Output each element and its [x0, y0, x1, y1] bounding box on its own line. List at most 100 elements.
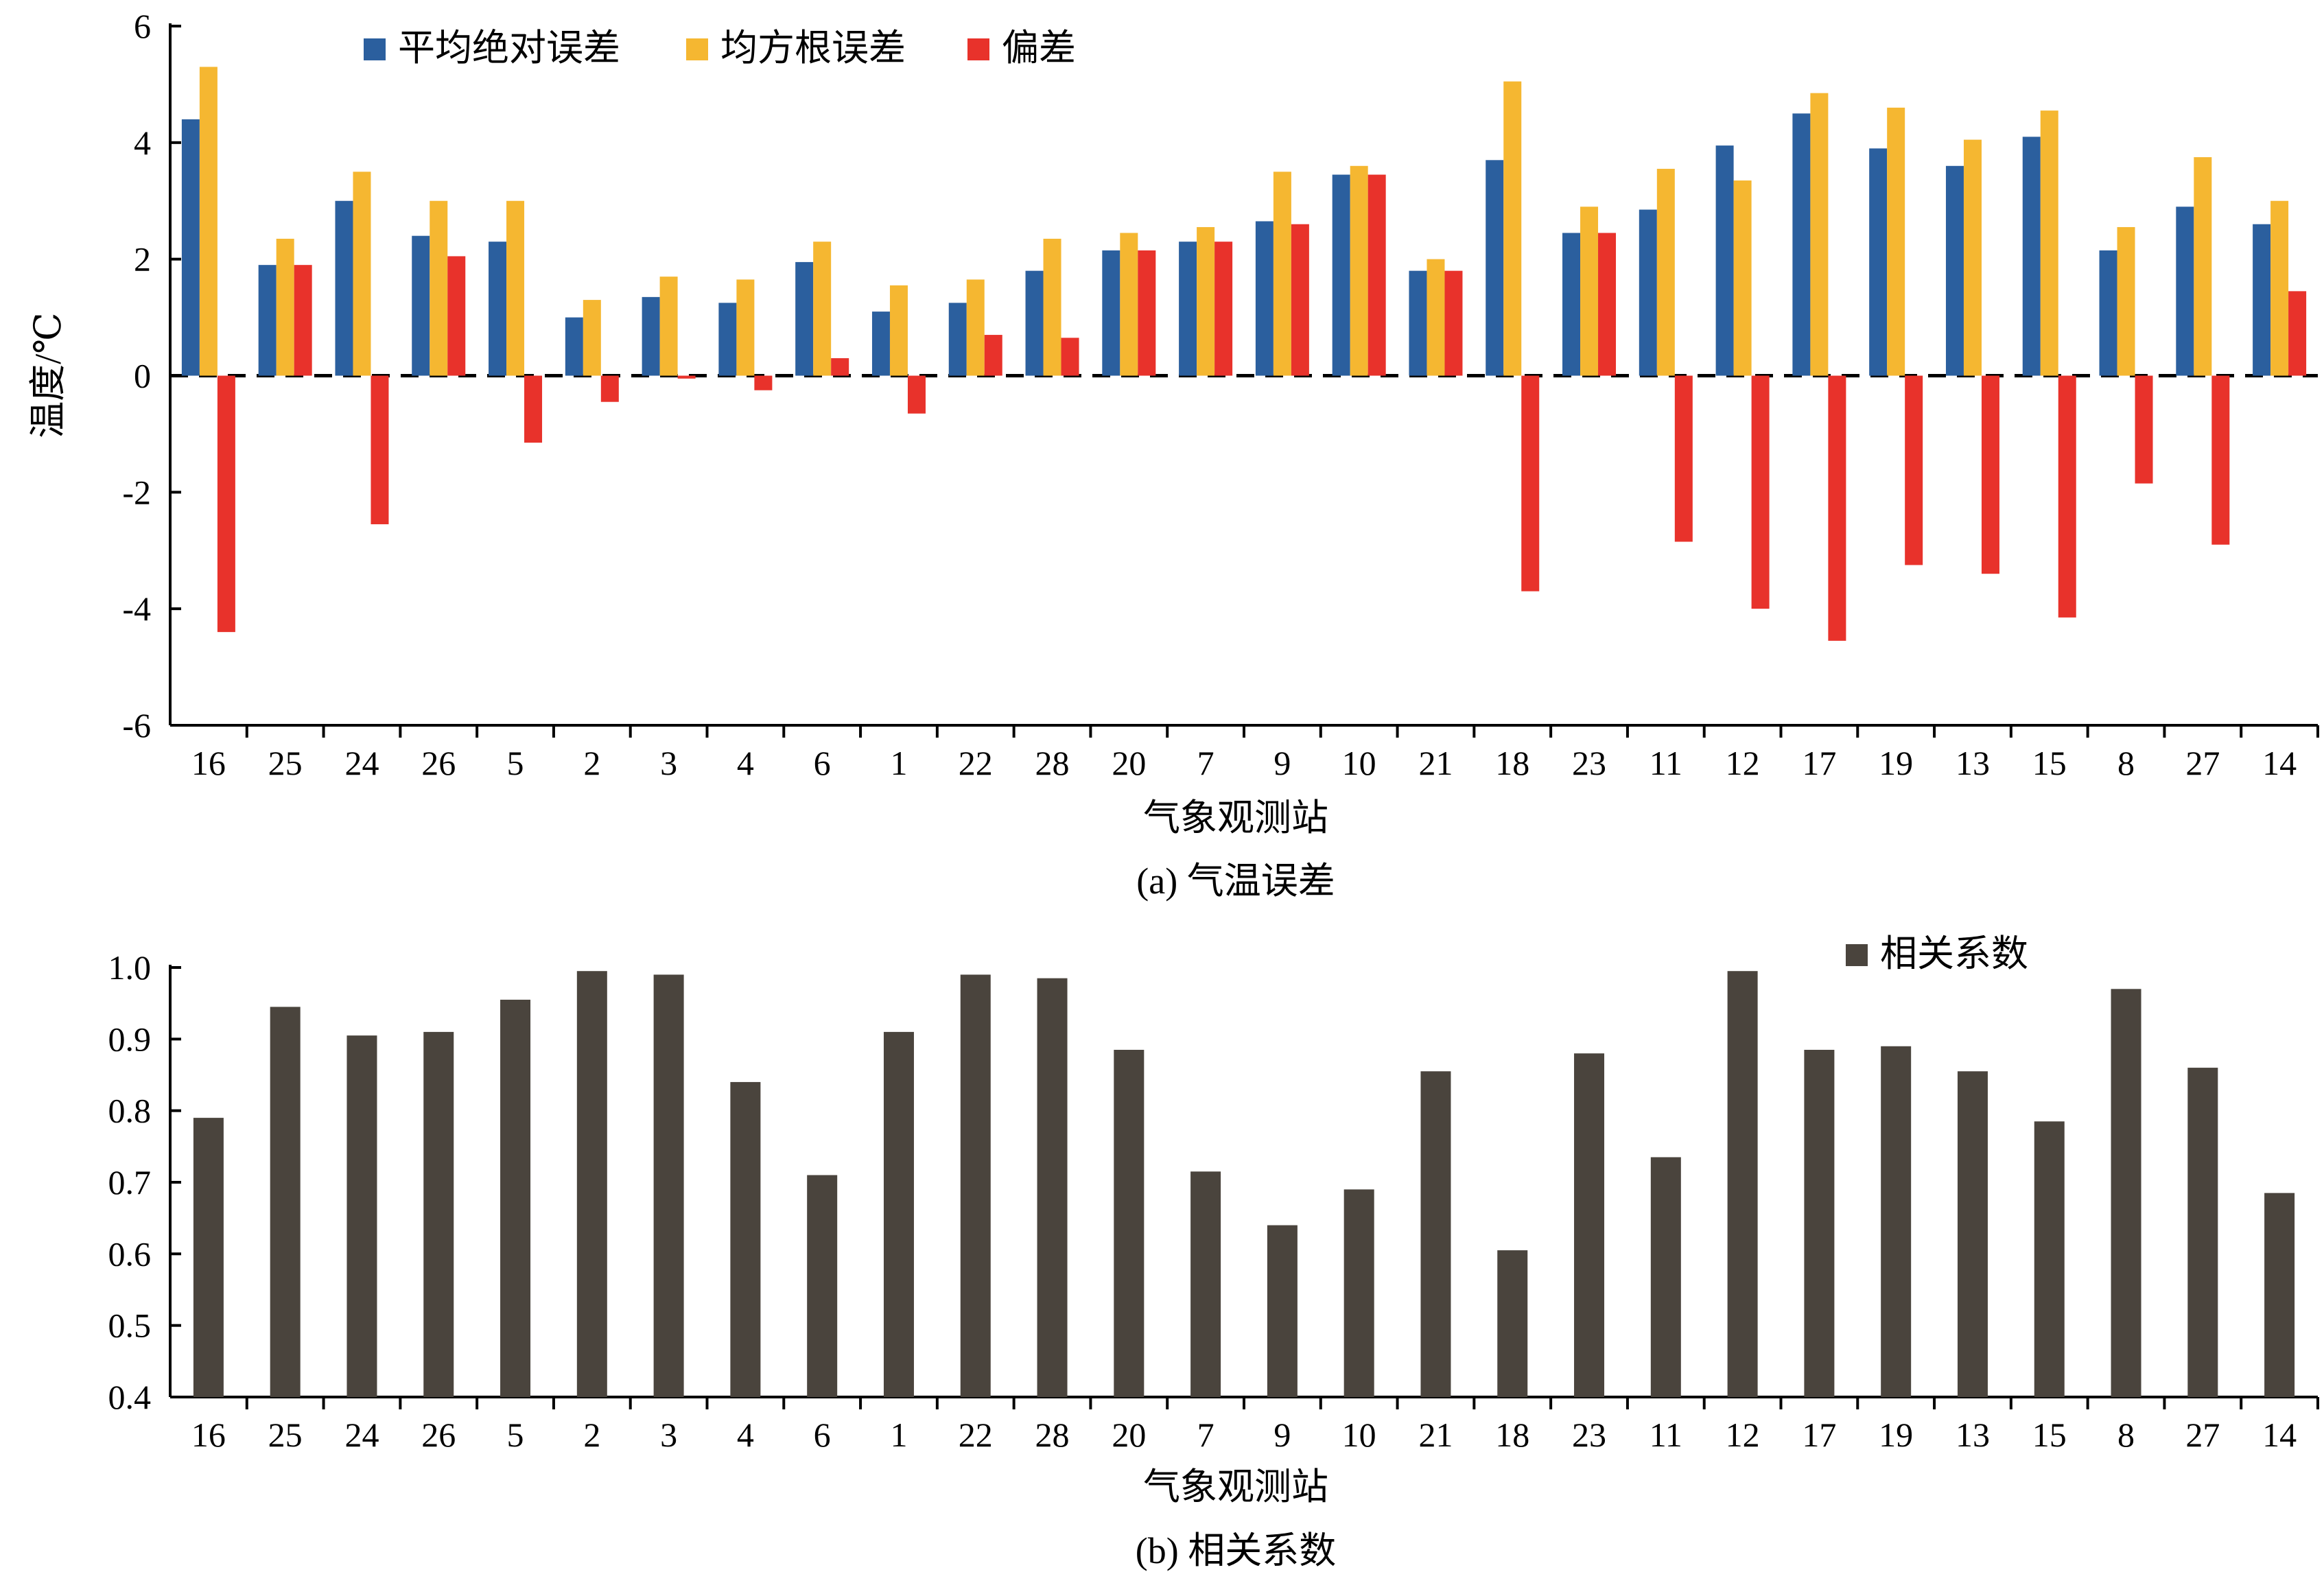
bar-b-s0-6 [807, 1175, 838, 1397]
bar-b-s0-3 [653, 974, 684, 1397]
bar-a-s2-11 [1674, 375, 1693, 542]
bar-a-s0-27 [2176, 207, 2194, 376]
bar-a-s2-15 [2058, 375, 2076, 618]
bar-a-s2-6 [831, 358, 849, 376]
legend-swatch [686, 38, 708, 60]
x-tick-label: 18 [1495, 744, 1529, 782]
x-tick-label: 2 [583, 744, 600, 782]
y-tick-label: 0.6 [108, 1234, 152, 1273]
bar-b-s0-20 [1114, 1049, 1145, 1397]
x-tick-label: 13 [1956, 1416, 1990, 1454]
x-tick-label: 14 [2262, 744, 2297, 782]
bar-b-s0-18 [1497, 1250, 1528, 1397]
x-tick-label: 6 [814, 1416, 831, 1454]
bar-a-s0-22 [948, 303, 967, 376]
bar-a-s2-16 [217, 375, 235, 633]
y-tick-label: 6 [134, 7, 151, 45]
bar-a-s1-13 [1963, 139, 1982, 376]
bar-b-s0-23 [1574, 1053, 1605, 1397]
bar-b-s0-26 [423, 1031, 454, 1397]
bar-a-s0-14 [2253, 224, 2271, 376]
x-tick-label: 19 [1879, 1416, 1913, 1454]
bar-a-s1-25 [276, 238, 294, 376]
bar-a-s1-18 [1503, 81, 1522, 376]
x-tick-label: 17 [1802, 1416, 1836, 1454]
bar-a-s1-24 [353, 172, 371, 376]
x-tick-label: 16 [191, 744, 226, 782]
x-tick-label: 25 [268, 1416, 303, 1454]
x-tick-label: 26 [421, 1416, 456, 1454]
bar-a-s0-17 [1792, 113, 1811, 376]
bar-a-s1-11 [1656, 169, 1675, 376]
x-tick-label: 3 [660, 744, 677, 782]
legend-swatch [1846, 944, 1868, 966]
x-tick-label: 22 [959, 744, 993, 782]
bar-a-s0-20 [1102, 250, 1120, 376]
bar-a-s1-20 [1120, 233, 1138, 376]
bar-a-s2-1 [907, 375, 926, 414]
x-tick-label: 12 [1726, 1416, 1760, 1454]
bar-a-s2-26 [447, 256, 466, 376]
bar-a-s0-9 [1255, 221, 1273, 376]
x-tick-label: 10 [1342, 744, 1376, 782]
bar-a-s1-12 [1733, 180, 1752, 376]
bar-a-s0-8 [2099, 250, 2117, 376]
bar-a-s2-14 [2288, 291, 2307, 376]
bar-a-s0-15 [2022, 137, 2041, 376]
x-tick-label: 2 [583, 1416, 600, 1454]
x-tick-label: 26 [421, 744, 456, 782]
x-tick-label: 28 [1035, 1416, 1070, 1454]
bar-b-s0-19 [1881, 1046, 1912, 1397]
x-tick-label: 15 [2032, 744, 2067, 782]
bar-b-s0-28 [1037, 978, 1068, 1397]
bar-a-s2-22 [984, 335, 1002, 376]
x-tick-label: 27 [2185, 744, 2220, 782]
bar-b-s0-8 [2111, 989, 2141, 1397]
bar-a-s1-15 [2040, 110, 2058, 376]
bar-a-s0-10 [1332, 174, 1350, 376]
y-tick-label: 0.7 [108, 1163, 152, 1201]
x-tick-label: 23 [1572, 1416, 1606, 1454]
y-tick-label: -4 [122, 589, 151, 628]
x-tick-label: 11 [1650, 744, 1682, 782]
bar-a-s2-27 [2211, 375, 2230, 545]
x-tick-label: 22 [959, 1416, 993, 1454]
y-tick-label: 0 [134, 357, 151, 395]
bar-a-s0-6 [795, 261, 814, 376]
x-tick-label: 16 [191, 1416, 226, 1454]
bar-b-s0-9 [1267, 1225, 1298, 1397]
x-tick-label: 20 [1112, 744, 1146, 782]
bar-a-s1-1 [889, 285, 908, 376]
bar-b-s0-5 [500, 999, 531, 1397]
bar-a-s2-4 [754, 375, 773, 390]
x-tick-label: 12 [1726, 744, 1760, 782]
y-tick-label: 0.4 [108, 1378, 152, 1416]
bar-a-s2-21 [1444, 270, 1463, 376]
bar-a-s1-26 [430, 200, 448, 376]
bar-a-s1-7 [1197, 226, 1215, 376]
bar-a-s0-3 [642, 296, 660, 376]
y-tick-label: 0.5 [108, 1306, 152, 1345]
bar-a-s1-6 [813, 242, 832, 376]
bar-a-s1-22 [966, 279, 985, 376]
x-tick-label: 1 [890, 744, 907, 782]
bar-a-s0-16 [181, 119, 200, 376]
bar-a-s1-27 [2194, 157, 2212, 376]
x-tick-label: 3 [660, 1416, 677, 1454]
x-tick-label: 13 [1956, 744, 1990, 782]
bar-a-s2-18 [1521, 375, 1540, 591]
bar-a-s0-11 [1639, 209, 1657, 376]
x-tick-label: 6 [814, 744, 831, 782]
bar-b-s0-12 [1727, 971, 1758, 1397]
x-tick-label: 1 [890, 1416, 907, 1454]
bar-b-s0-15 [2034, 1121, 2065, 1397]
bar-b-s0-10 [1343, 1189, 1374, 1397]
bar-a-s2-23 [1598, 233, 1617, 376]
bar-a-s2-17 [1828, 375, 1846, 641]
bar-a-s0-24 [335, 200, 353, 376]
bar-a-s2-13 [1981, 375, 1999, 574]
y-tick-label: 4 [134, 124, 151, 162]
bar-a-s0-2 [565, 317, 583, 376]
bar-b-s0-25 [270, 1007, 301, 1397]
